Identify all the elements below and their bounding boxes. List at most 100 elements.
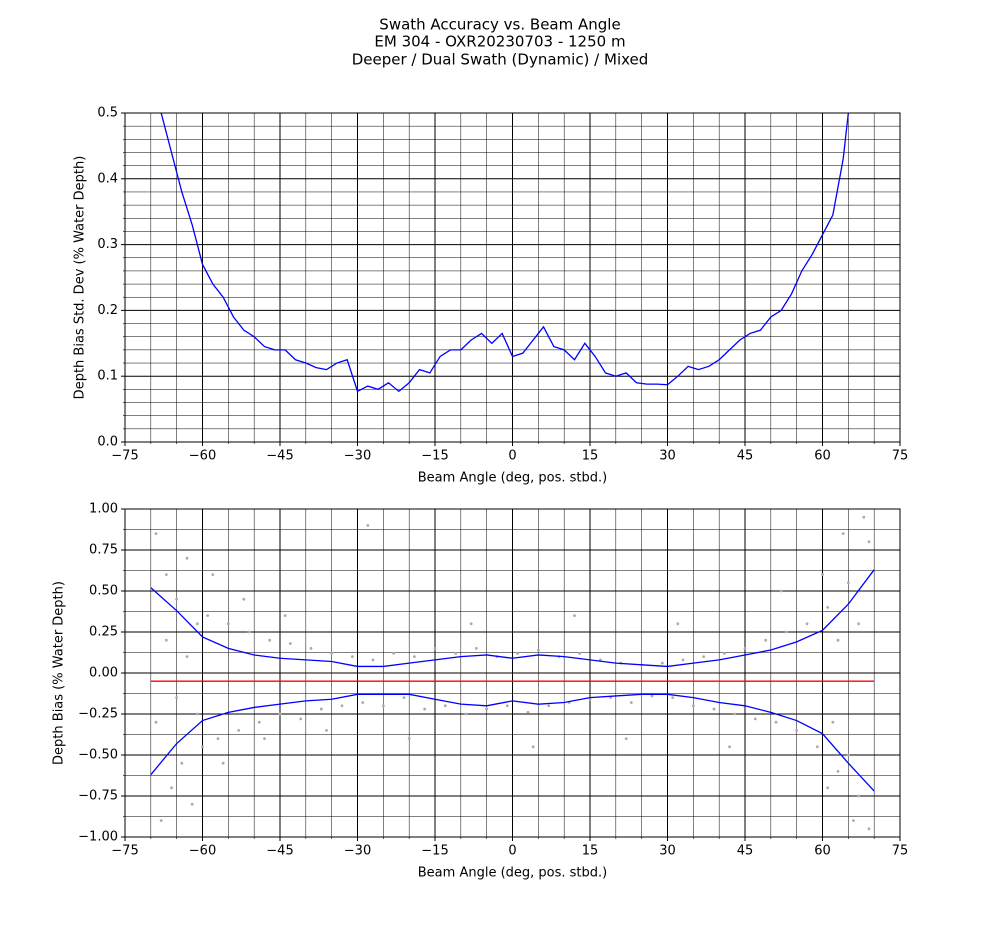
y-tick-label: −0.25 bbox=[78, 707, 118, 722]
scatter-point bbox=[671, 696, 675, 699]
scatter-point bbox=[154, 532, 158, 535]
scatter-point bbox=[340, 704, 344, 708]
scatter-point bbox=[402, 696, 406, 699]
scatter-point bbox=[505, 704, 509, 708]
scatter-point bbox=[836, 638, 840, 642]
scatter-point bbox=[821, 573, 824, 576]
y-axis-label: Depth Bias Std. Dev (% Water Depth) bbox=[73, 156, 88, 400]
y-tick-label: 0.3 bbox=[97, 237, 118, 252]
scatter-point bbox=[862, 515, 866, 519]
scatter-point bbox=[263, 737, 266, 740]
figure-title: Swath Accuracy vs. Beam Angle bbox=[379, 16, 620, 34]
scatter-point bbox=[712, 707, 716, 711]
scatter-point bbox=[164, 573, 168, 576]
scatter-point bbox=[728, 745, 731, 749]
scatter-point bbox=[852, 819, 855, 822]
scatter-point bbox=[826, 606, 830, 609]
scatter-point bbox=[185, 655, 189, 658]
scatter-point bbox=[319, 707, 323, 711]
x-tick-label: −75 bbox=[111, 449, 138, 464]
scatter-point bbox=[242, 597, 246, 601]
scatter-point bbox=[531, 745, 535, 749]
scatter-point bbox=[743, 647, 747, 650]
y-tick-label: 0.00 bbox=[89, 666, 118, 681]
y-axis-label: Depth Bias (% Water Depth) bbox=[52, 581, 67, 765]
scatter-point bbox=[216, 737, 220, 740]
scatter-point bbox=[195, 712, 199, 716]
x-tick-label: −45 bbox=[266, 449, 293, 464]
scatter-point bbox=[867, 540, 871, 544]
scatter-point bbox=[407, 737, 411, 740]
scatter-point bbox=[412, 655, 416, 658]
scatter-point bbox=[154, 720, 158, 724]
y-tick-label: −0.75 bbox=[78, 789, 118, 804]
scatter-point bbox=[190, 802, 194, 806]
scatter-point bbox=[226, 622, 230, 626]
scatter-point bbox=[857, 622, 861, 626]
scatter-point bbox=[691, 704, 695, 708]
scatter-point bbox=[753, 717, 757, 721]
scatter-point bbox=[195, 622, 199, 626]
scatter-point bbox=[221, 761, 225, 765]
x-tick-label: 0 bbox=[508, 844, 516, 859]
scatter-point bbox=[309, 647, 313, 650]
scatter-point bbox=[423, 707, 427, 711]
scatter-point bbox=[629, 701, 633, 704]
x-tick-label: 45 bbox=[737, 844, 754, 859]
scatter-point bbox=[288, 642, 292, 645]
y-tick-label: 0.2 bbox=[97, 303, 118, 318]
x-tick-label: −60 bbox=[189, 844, 216, 859]
x-tick-label: 60 bbox=[814, 844, 831, 859]
scatter-point bbox=[350, 655, 354, 658]
scatter-point bbox=[185, 556, 189, 560]
scatter-point bbox=[247, 630, 251, 634]
scatter-point bbox=[836, 770, 840, 773]
scatter-point bbox=[536, 648, 540, 652]
scatter-point bbox=[175, 597, 179, 601]
y-tick-label: −1.00 bbox=[78, 830, 118, 845]
scatter-point bbox=[779, 589, 783, 593]
scatter-point bbox=[433, 647, 437, 650]
scatter-point bbox=[299, 717, 303, 721]
y-tick-label: 0.1 bbox=[97, 369, 118, 384]
scatter-point bbox=[474, 647, 478, 650]
scatter-point bbox=[237, 729, 241, 732]
x-tick-label: 15 bbox=[582, 449, 599, 464]
x-tick-label: 60 bbox=[814, 449, 831, 464]
scatter-point bbox=[588, 697, 592, 701]
scatter-point bbox=[201, 745, 204, 749]
x-tick-label: −15 bbox=[421, 449, 448, 464]
scatter-point bbox=[159, 819, 163, 822]
scatter-point bbox=[206, 614, 210, 617]
scatter-point bbox=[774, 720, 778, 724]
y-tick-label: 1.00 bbox=[89, 502, 118, 517]
scatter-point bbox=[681, 658, 685, 662]
scatter-point bbox=[175, 696, 179, 699]
scatter-point bbox=[330, 651, 334, 655]
scatter-point bbox=[443, 704, 447, 708]
x-tick-label: −30 bbox=[344, 844, 371, 859]
scatter-point bbox=[722, 651, 726, 655]
y-tick-label: −0.50 bbox=[78, 748, 118, 763]
x-tick-label: 45 bbox=[737, 449, 754, 464]
scatter-point bbox=[485, 707, 489, 711]
y-tick-label: 0.50 bbox=[89, 584, 118, 599]
scatter-point bbox=[325, 729, 328, 732]
scatter-point bbox=[547, 704, 551, 708]
x-tick-label: −60 bbox=[189, 449, 216, 464]
scatter-point bbox=[268, 638, 272, 642]
scatter-point bbox=[702, 655, 706, 658]
scatter-point bbox=[464, 712, 468, 716]
scatter-point bbox=[867, 827, 871, 831]
scatter-point bbox=[733, 712, 737, 716]
x-tick-label: −45 bbox=[266, 844, 293, 859]
panel: −75 −60 −45 −30 −15 0 15 30 45 60 75 0.0 0.1 0.2 0.3 0.… bbox=[73, 106, 909, 486]
scatter-point bbox=[805, 622, 809, 626]
scatter-point bbox=[578, 651, 582, 655]
x-tick-label: 30 bbox=[659, 844, 676, 859]
scatter-point bbox=[660, 661, 664, 665]
panel: −75 −60 −45 −30 −15 0 15 30 45 60 75 −1.00 −0.75 −0.5… bbox=[52, 502, 909, 881]
scatter-point bbox=[784, 630, 788, 634]
